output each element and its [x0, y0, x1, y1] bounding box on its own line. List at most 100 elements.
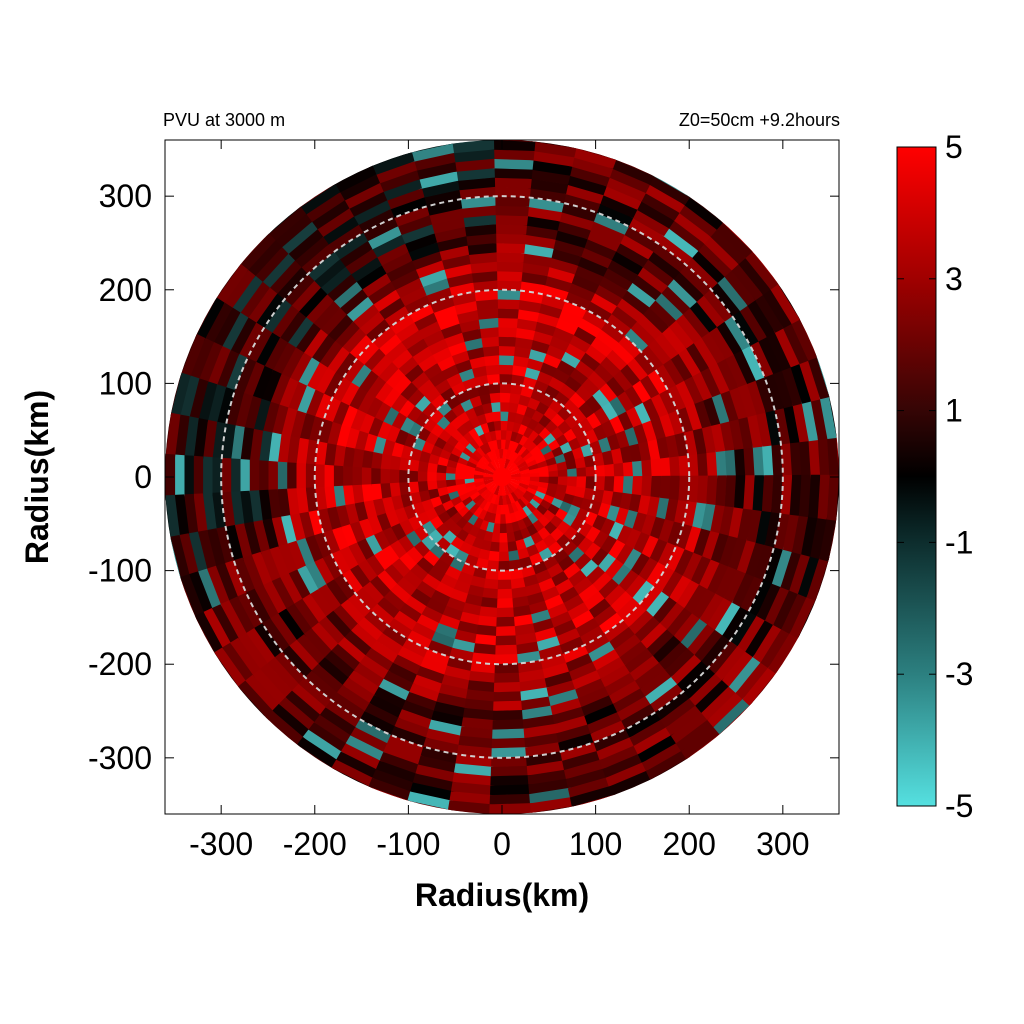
field-cell [689, 247, 726, 283]
field-cell [285, 228, 324, 264]
field-cell [661, 8, 727, 43]
field-cell [516, 641, 542, 655]
field-cell [365, 376, 386, 399]
field-cell [532, 113, 582, 130]
field-cell [710, 530, 730, 564]
field-cell [126, 310, 154, 363]
field-cell [565, 458, 577, 470]
field-cell [220, 600, 249, 642]
field-cell [253, 293, 285, 331]
field-cell [628, 441, 642, 462]
field-cell [324, 464, 334, 490]
field-cell [399, 381, 418, 402]
field-cell [109, 450, 119, 504]
field-cell [426, 598, 449, 616]
field-cell [365, 281, 396, 307]
field-cell [539, 476, 550, 484]
field-cell [522, 493, 534, 503]
field-cell [530, 796, 577, 814]
field-cell [608, 394, 627, 416]
field-cell [319, 216, 359, 247]
field-cell [789, 474, 802, 516]
field-cell [587, 865, 645, 890]
field-cell [386, 734, 427, 758]
field-cell [544, 0, 612, 2]
field-cell [785, 771, 837, 814]
field-cell [350, 107, 402, 134]
field-cell [135, 588, 163, 640]
field-cell [631, 458, 643, 478]
field-cell [433, 701, 468, 719]
field-cell [722, 140, 773, 174]
field-cell [554, 490, 567, 502]
field-cell [368, 926, 433, 949]
field-cell [442, 605, 465, 622]
field-cell [510, 568, 525, 581]
field-cell [613, 686, 649, 713]
field-cell [515, 403, 528, 416]
field-cell [342, 677, 378, 706]
field-cell [510, 451, 520, 463]
field-cell [798, 647, 834, 696]
field-cell [510, 577, 527, 590]
field-cell [392, 277, 424, 300]
field-cell [498, 392, 511, 403]
field-cell [352, 466, 362, 488]
field-cell [405, 691, 440, 712]
field-cell [499, 532, 509, 543]
field-cell [358, 413, 375, 436]
field-cell [562, 183, 604, 204]
field-cell [748, 576, 774, 617]
field-cell [252, 398, 271, 434]
field-cell [389, 482, 401, 499]
field-cell [308, 510, 324, 538]
field-cell [525, 196, 565, 213]
field-cell [197, 381, 218, 424]
field-cell [596, 274, 628, 299]
field-cell [461, 496, 473, 507]
field-cell [710, 502, 726, 534]
field-cell [737, 380, 758, 418]
field-cell [728, 383, 748, 420]
field-cell [684, 523, 703, 553]
field-cell [316, 898, 379, 928]
field-cell [764, 508, 782, 548]
field-cell [467, 680, 498, 693]
field-cell [754, 373, 776, 413]
field-cell [625, 215, 665, 244]
field-cell [732, 346, 757, 384]
field-cell [623, 508, 639, 529]
field-cell [610, 340, 635, 365]
field-cell [165, 321, 180, 372]
field-cell [475, 483, 486, 492]
field-cell [547, 375, 565, 392]
field-cell [174, 414, 190, 460]
field-cell [527, 591, 547, 606]
field-cell [731, 714, 774, 757]
field-cell [594, 604, 619, 627]
field-cell [676, 345, 702, 377]
field-cell [396, 577, 419, 598]
field-cell [478, 548, 491, 561]
field-cell [510, 364, 527, 377]
field-cell [768, 630, 801, 674]
field-cell [548, 469, 559, 478]
field-cell [509, 481, 520, 490]
field-cell [510, 373, 525, 386]
field-cell [661, 356, 685, 386]
field-cell [239, 737, 284, 778]
field-cell [363, 0, 431, 10]
field-cell [527, 168, 571, 185]
field-cell [584, 632, 612, 654]
field-cell [522, 234, 556, 249]
field-cell [616, 542, 635, 565]
field-cell [722, 603, 751, 642]
field-cell [783, 696, 825, 745]
field-cell [296, 634, 328, 667]
field-cell [544, 265, 576, 284]
field-cell [728, 415, 745, 450]
field-cell [386, 69, 443, 91]
field-cell [426, 462, 438, 474]
field-cell [449, 350, 470, 366]
field-cell [728, 653, 764, 694]
